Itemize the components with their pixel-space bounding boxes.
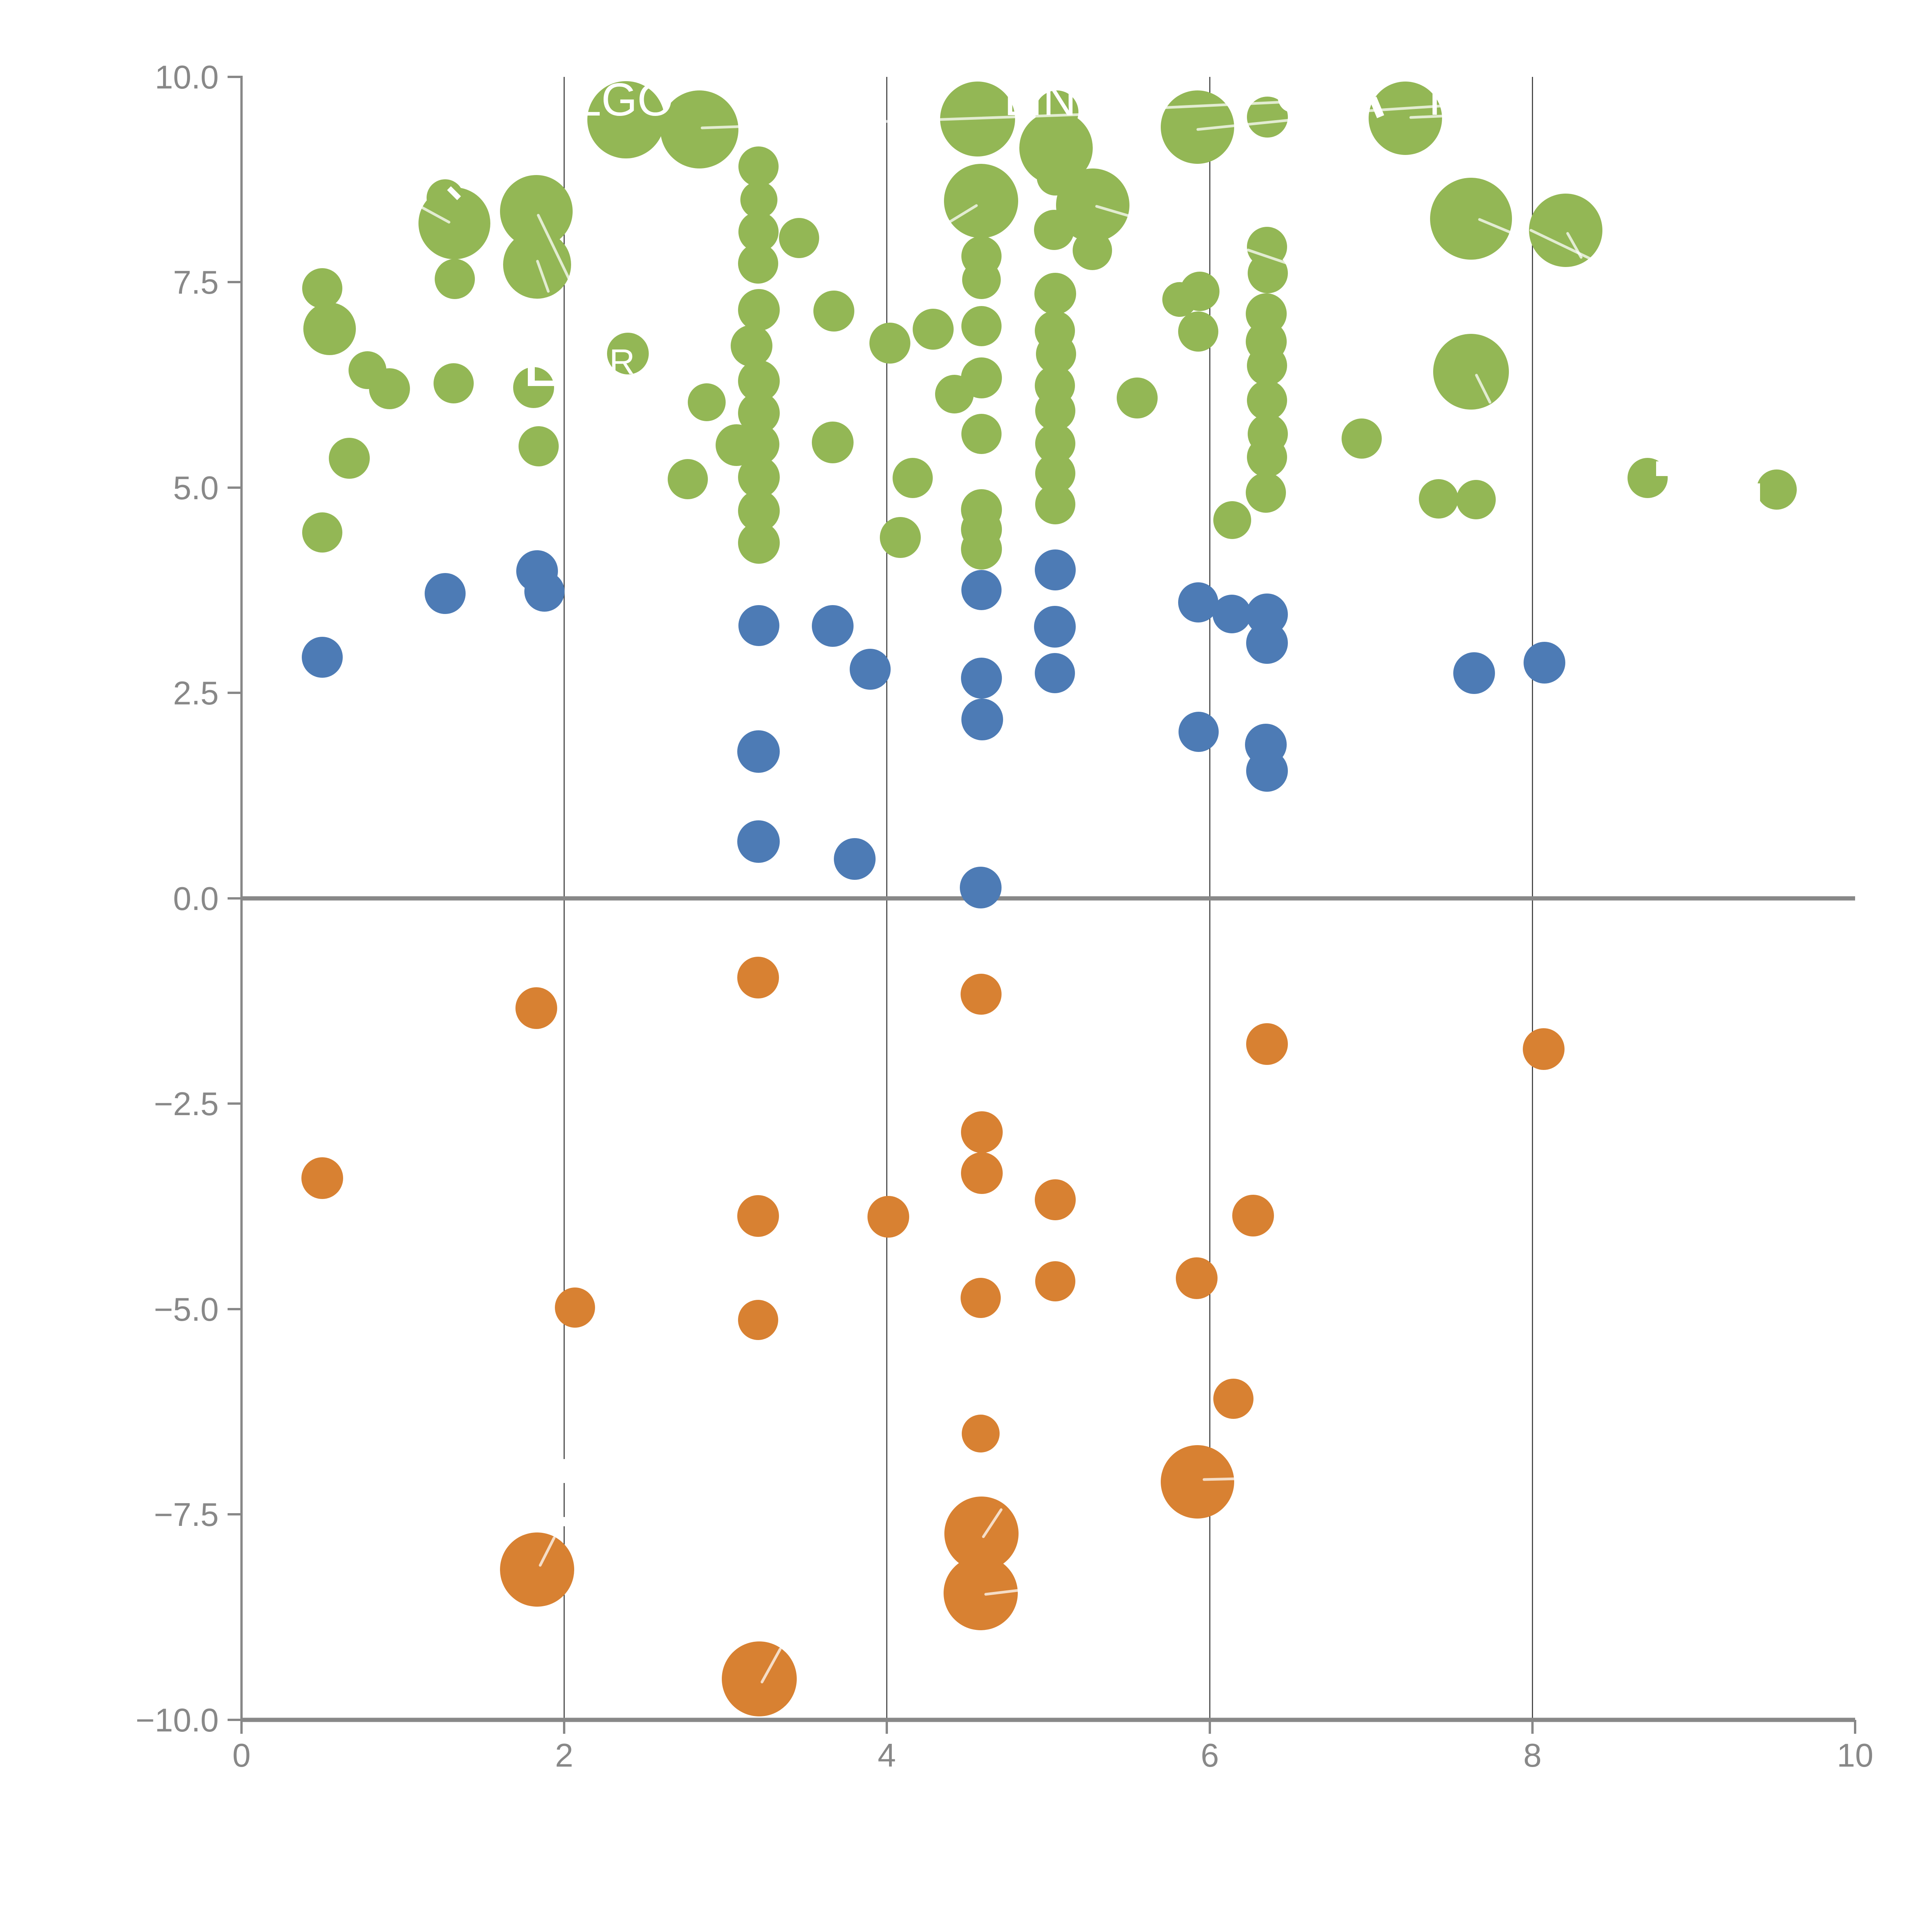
svg-text:10: 10 bbox=[1837, 1737, 1874, 1774]
svg-text:2.5: 2.5 bbox=[173, 675, 219, 712]
svg-text:−5.0: −5.0 bbox=[154, 1291, 219, 1328]
svg-text:O: O bbox=[1275, 65, 1315, 124]
svg-text:4: 4 bbox=[878, 1737, 896, 1774]
svg-text:0: 0 bbox=[232, 1737, 250, 1774]
svg-text:LGO: LGO bbox=[575, 74, 673, 126]
svg-text:6: 6 bbox=[1201, 1737, 1219, 1774]
svg-text:5.0: 5.0 bbox=[173, 470, 219, 507]
svg-text:10.0: 10.0 bbox=[155, 59, 219, 96]
svg-text:N: N bbox=[1428, 68, 1466, 126]
svg-text:−2.5: −2.5 bbox=[154, 1086, 219, 1122]
svg-text:0.0: 0.0 bbox=[173, 881, 219, 917]
svg-text:LIN: LIN bbox=[1004, 73, 1077, 125]
svg-text:R: R bbox=[609, 342, 635, 382]
svg-text:−7.5: −7.5 bbox=[154, 1497, 219, 1533]
svg-text:−10.0: −10.0 bbox=[136, 1702, 219, 1739]
svg-text:2: 2 bbox=[555, 1737, 573, 1774]
svg-text:7.5: 7.5 bbox=[173, 264, 219, 301]
svg-text:8: 8 bbox=[1523, 1737, 1541, 1774]
